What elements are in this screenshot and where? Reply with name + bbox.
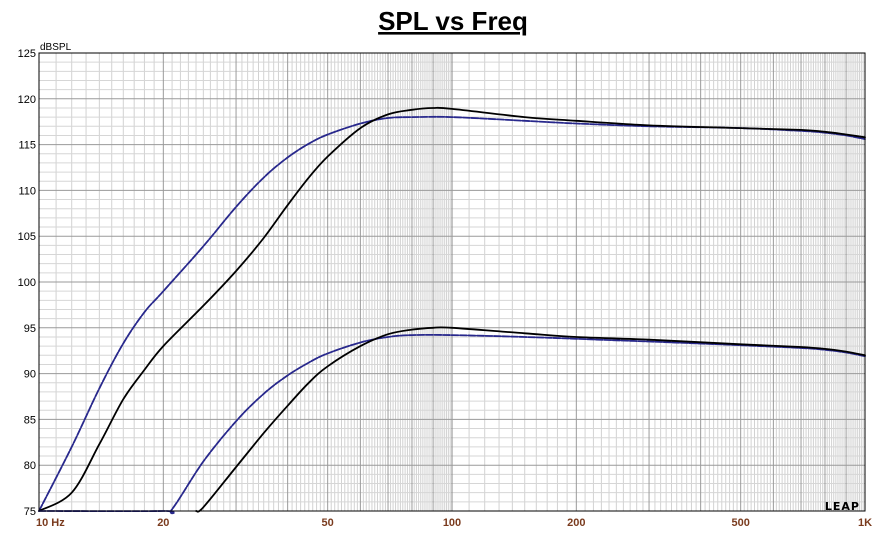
x-tick-label: 50 — [322, 517, 334, 529]
series-line-2 — [38, 106, 866, 512]
y-tick-label: 80 — [24, 460, 36, 472]
y-tick-label: 90 — [24, 369, 36, 381]
y-tick-labels: 75 80 85 90 95 100 105 110 115 120 125 — [18, 48, 36, 518]
y-tick-label: 85 — [24, 414, 36, 426]
y-tick-label: 75 — [24, 506, 36, 518]
leap-logo: LEAP — [825, 500, 860, 513]
x-tick-label: 20 — [157, 517, 169, 529]
x-tick-label: 500 — [731, 517, 749, 529]
major-grid — [39, 53, 865, 511]
x-tick-label: 100 — [443, 517, 461, 529]
y-tick-label: 115 — [18, 140, 36, 152]
plot-frame — [38, 52, 866, 512]
y-tick-label: 120 — [18, 94, 36, 106]
y-tick-label: 105 — [18, 231, 36, 243]
y-tick-label: 125 — [18, 48, 36, 60]
chart-title: SPL vs Freq — [378, 6, 528, 36]
x-tick-label: 10 Hz — [36, 517, 65, 529]
series-line-4 — [195, 326, 866, 513]
y-axis-label: dBSPL — [40, 42, 72, 53]
y-tick-label: 95 — [24, 323, 36, 335]
x-tick-labels: 10 Hz 20 50 100 200 500 1K — [36, 517, 872, 529]
plot-series — [38, 106, 866, 515]
y-tick-label: 110 — [18, 185, 36, 197]
y-tick-label: 100 — [18, 277, 36, 289]
x-tick-label: 1K — [858, 517, 872, 529]
x-tick-label: 200 — [567, 517, 585, 529]
